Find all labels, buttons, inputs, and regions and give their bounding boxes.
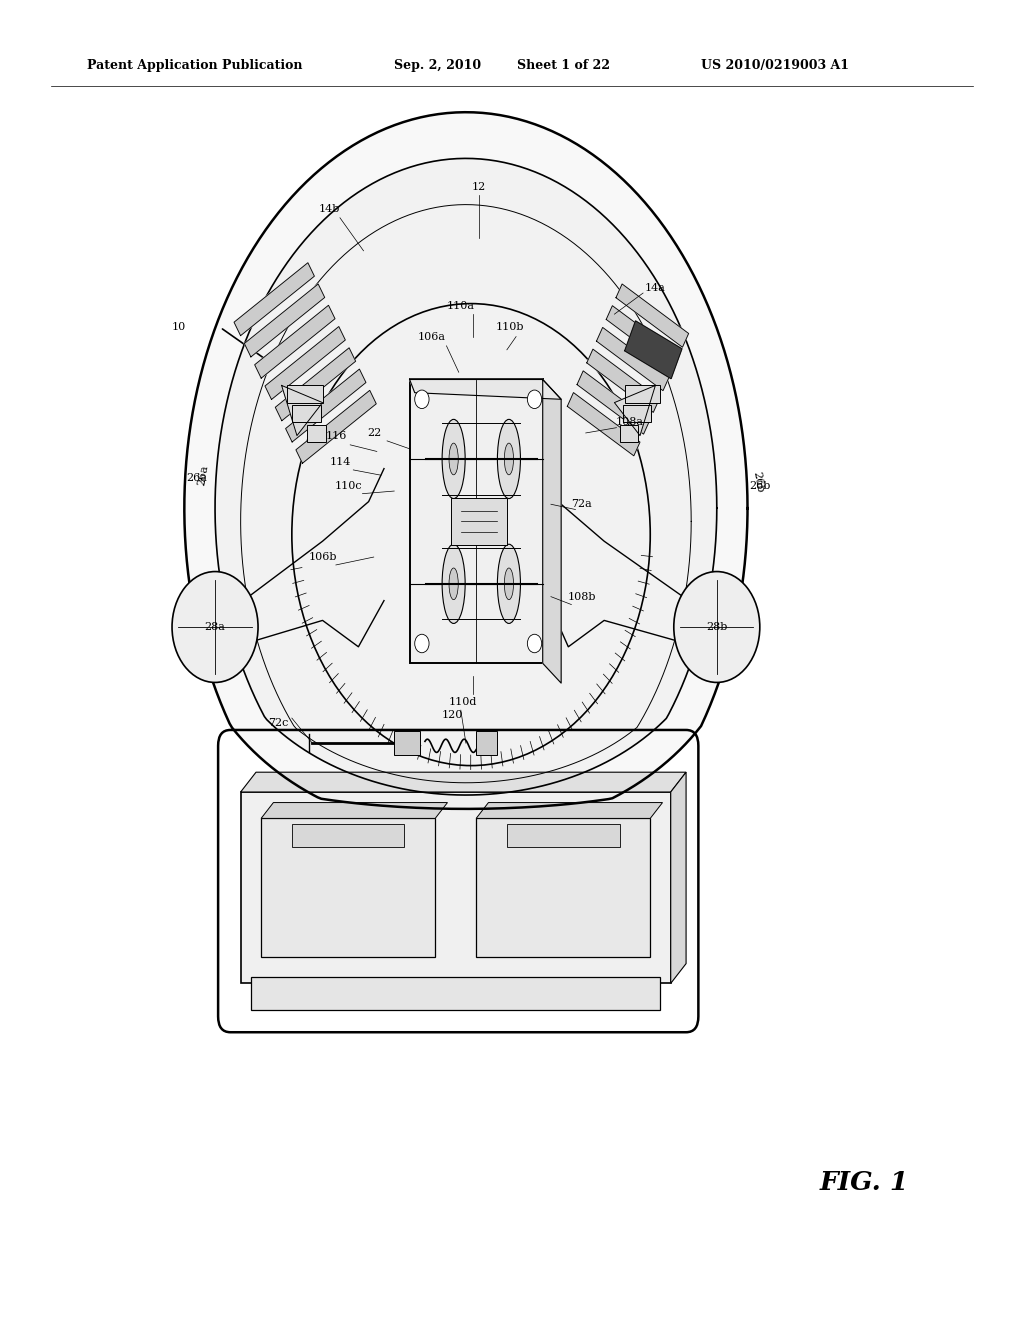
Circle shape	[415, 635, 429, 653]
Bar	[251, 977, 660, 1010]
Text: Sep. 2, 2010: Sep. 2, 2010	[394, 59, 481, 73]
Ellipse shape	[442, 420, 465, 499]
Bar	[287, 385, 323, 403]
Bar	[292, 405, 321, 422]
Polygon shape	[275, 348, 355, 421]
Text: US 2010/0219003 A1: US 2010/0219003 A1	[701, 59, 850, 73]
Text: 106a: 106a	[418, 331, 446, 342]
Ellipse shape	[505, 444, 514, 475]
Text: 26b: 26b	[750, 480, 770, 491]
Polygon shape	[296, 391, 376, 463]
Text: 22: 22	[368, 428, 382, 438]
Text: 28a: 28a	[205, 622, 225, 632]
Polygon shape	[567, 392, 640, 455]
Text: Patent Application Publication: Patent Application Publication	[87, 59, 302, 73]
Text: 110c: 110c	[335, 480, 361, 491]
Text: 106b: 106b	[308, 552, 337, 562]
Ellipse shape	[442, 544, 465, 623]
Circle shape	[527, 635, 542, 653]
Text: 72c: 72c	[268, 718, 289, 729]
Polygon shape	[184, 112, 748, 809]
Bar	[476, 731, 497, 755]
Text: 108b: 108b	[567, 591, 596, 602]
Ellipse shape	[449, 568, 459, 599]
Bar	[410, 380, 543, 663]
Text: Sheet 1 of 22: Sheet 1 of 22	[517, 59, 610, 73]
Ellipse shape	[505, 568, 514, 599]
Polygon shape	[286, 370, 366, 442]
Polygon shape	[245, 284, 325, 356]
Polygon shape	[476, 803, 663, 818]
Text: 72a: 72a	[571, 499, 592, 510]
Text: 114: 114	[330, 457, 350, 467]
Ellipse shape	[498, 420, 520, 499]
Circle shape	[527, 391, 542, 409]
Polygon shape	[234, 263, 314, 335]
Bar	[394, 731, 420, 755]
Bar	[292, 824, 404, 847]
Polygon shape	[410, 380, 561, 399]
Polygon shape	[255, 305, 335, 378]
Ellipse shape	[449, 444, 459, 475]
Bar	[261, 818, 435, 957]
Bar	[625, 385, 660, 403]
Polygon shape	[616, 284, 688, 347]
Text: 116: 116	[326, 430, 346, 441]
Polygon shape	[578, 371, 649, 434]
Text: 26a: 26a	[196, 465, 210, 486]
Polygon shape	[597, 327, 669, 391]
Polygon shape	[671, 772, 686, 983]
Text: 110a: 110a	[446, 301, 475, 312]
Text: 120: 120	[442, 710, 463, 721]
Polygon shape	[241, 772, 686, 792]
Text: 10: 10	[172, 322, 186, 333]
Circle shape	[172, 572, 258, 682]
Bar	[623, 405, 651, 422]
Polygon shape	[587, 350, 659, 412]
Circle shape	[674, 572, 760, 682]
Circle shape	[415, 391, 429, 409]
Text: FIG. 1: FIG. 1	[819, 1170, 908, 1195]
Polygon shape	[606, 306, 679, 368]
Polygon shape	[265, 326, 345, 400]
Bar	[476, 818, 650, 957]
Polygon shape	[614, 385, 655, 436]
Polygon shape	[282, 385, 323, 436]
Text: 14a: 14a	[645, 282, 666, 293]
Text: 12: 12	[472, 182, 486, 193]
Polygon shape	[261, 803, 447, 818]
Text: 28b: 28b	[707, 622, 727, 632]
Bar	[241, 792, 671, 983]
Ellipse shape	[498, 544, 520, 623]
Text: 110d: 110d	[449, 697, 477, 708]
Polygon shape	[215, 158, 717, 795]
Bar	[507, 824, 620, 847]
Text: 26a: 26a	[186, 473, 207, 483]
Polygon shape	[543, 380, 561, 684]
Text: 14b: 14b	[319, 203, 340, 214]
Bar	[451, 498, 507, 545]
Bar	[307, 425, 326, 442]
Bar	[620, 425, 638, 442]
Polygon shape	[625, 321, 682, 379]
Text: 26b: 26b	[751, 470, 765, 494]
Text: 110b: 110b	[496, 322, 524, 333]
Text: 108a: 108a	[615, 417, 644, 428]
